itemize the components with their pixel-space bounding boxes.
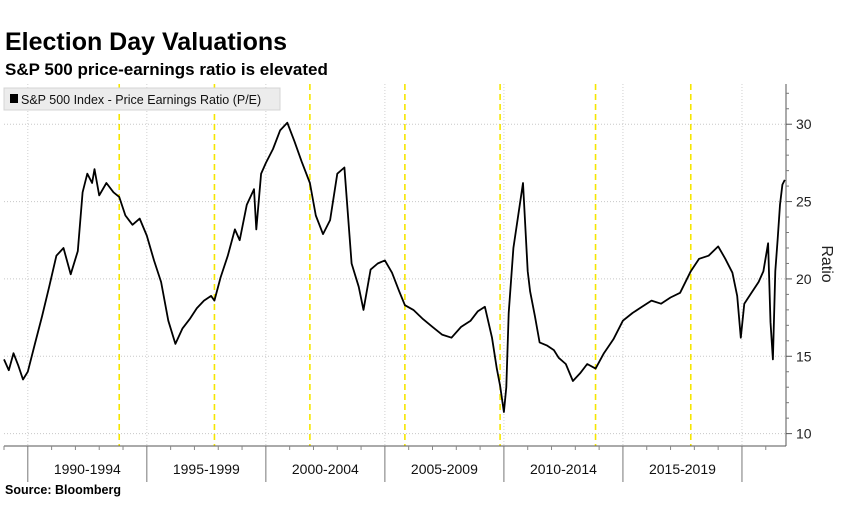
x-tick-label: 1995-1999 [173,461,240,477]
y-axis-label: Ratio [818,245,835,282]
legend: S&P 500 Index - Price Earnings Ratio (P/… [3,87,281,111]
y-tick-label: 25 [796,194,812,210]
y-tick-label: 15 [796,348,812,364]
legend-box [3,87,281,111]
x-tick-label: 2005-2009 [411,461,478,477]
y-tick-label: 20 [796,271,812,287]
x-tick-label: 2000-2004 [292,461,359,477]
series-line-pe-ratio [3,121,786,413]
grid-layer [4,84,786,446]
source-note: Source: Bloomberg [5,483,121,497]
chart-subtitle: S&P 500 price-earnings ratio is elevated [5,60,328,79]
axis-layer: 10 15 20 25 30 1990-1994 1995-1999 2000-2004 200… [3,84,812,482]
chart-title: Election Day Valuations [5,28,288,56]
election-day-markers [118,84,692,446]
x-tick-label: 1990-1994 [54,461,121,477]
x-tick-label: 2015-2019 [649,461,716,477]
y-tick-label: 30 [796,116,812,132]
legend-label: S&P 500 Index - Price Earnings Ratio (P/… [21,93,261,107]
series-layer [3,121,786,413]
x-tick-label: 2010-2014 [530,461,597,477]
y-tick-label: 10 [796,426,812,442]
legend-swatch [10,94,18,103]
